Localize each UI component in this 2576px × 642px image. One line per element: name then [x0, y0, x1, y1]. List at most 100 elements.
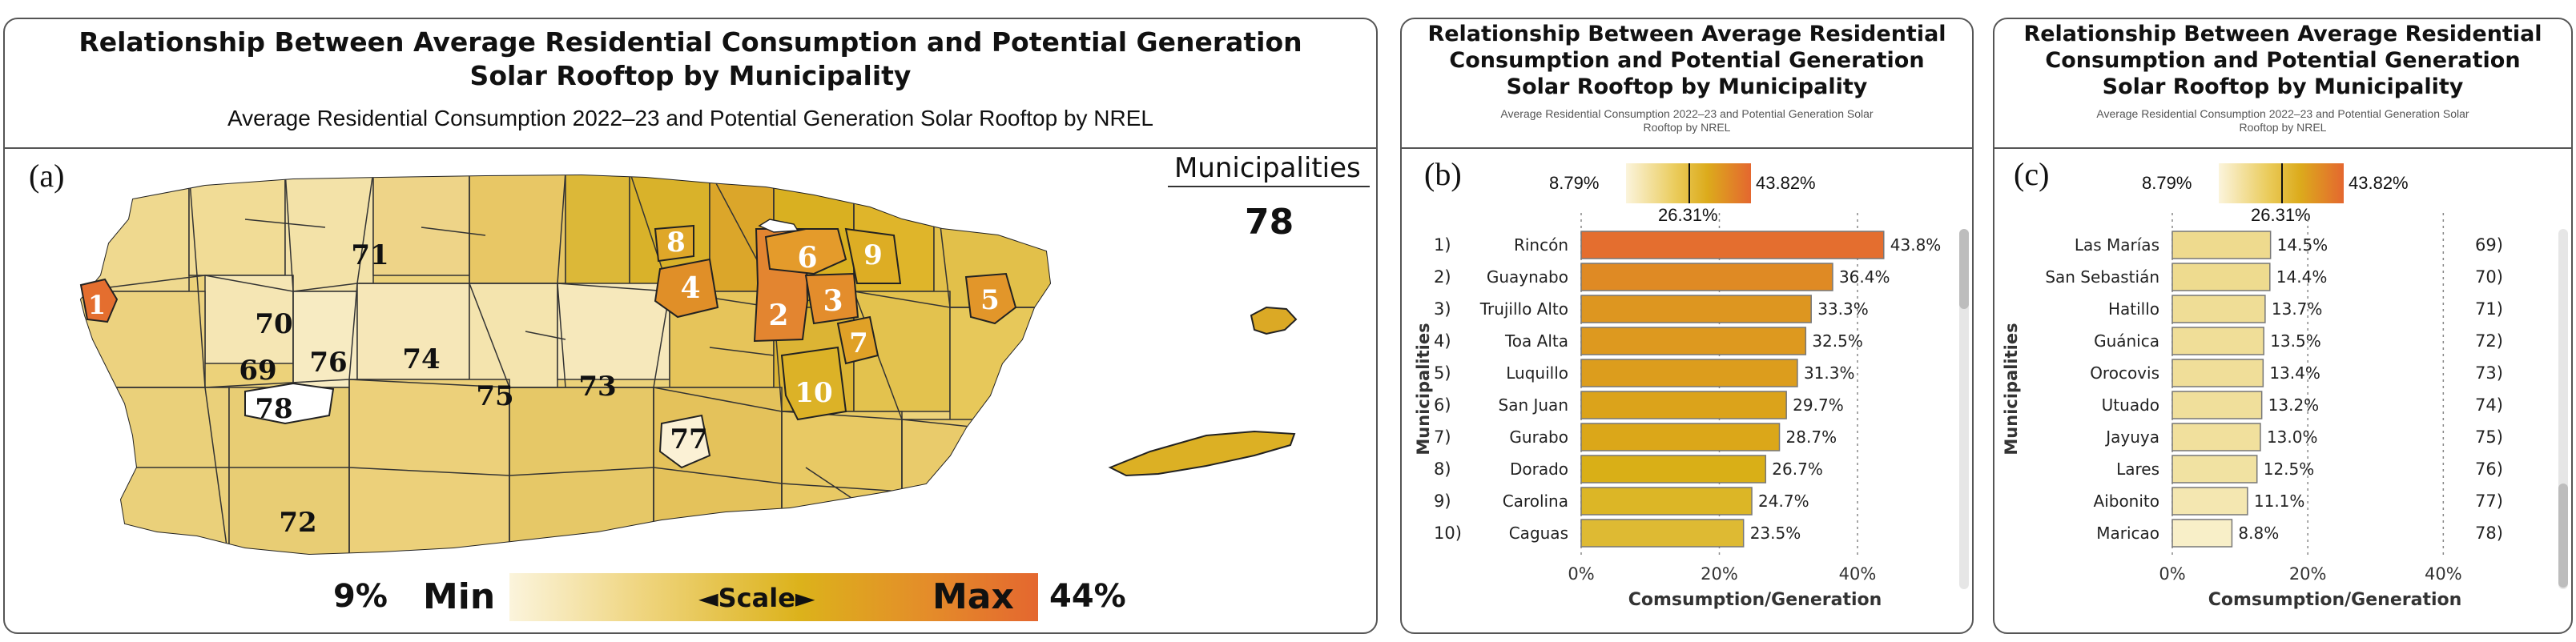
bar	[1580, 391, 1787, 419]
gradient-min: 8.79%	[1549, 173, 1600, 193]
bar	[1580, 327, 1807, 355]
map-rank-label: 8	[666, 227, 686, 259]
top10-header-divider	[1402, 147, 1972, 149]
x-tick-label: 40%	[2425, 564, 2462, 584]
bar	[1580, 295, 1812, 323]
bar-value-label: 11.1%	[2254, 492, 2305, 511]
san-juan-bay	[758, 219, 799, 233]
category-label: Guánica	[2094, 331, 2159, 351]
category-label: Caguas	[1509, 524, 1568, 543]
bar	[2171, 327, 2264, 355]
gradient-legend: 8.79% 43.82% 26.31%	[2139, 149, 2475, 229]
x-axis-title: Comsumption/Generation	[1628, 590, 1882, 610]
gradient-legend: 8.79% 43.82% 26.31%	[1546, 149, 1882, 229]
bar	[2171, 231, 2272, 259]
bar-value-label: 13.2%	[2268, 395, 2320, 415]
bar-value-label: 28.7%	[1786, 427, 1837, 447]
rank-label: 71)	[2475, 299, 2503, 319]
rank-label: 74)	[2475, 395, 2503, 415]
bar	[2171, 423, 2261, 451]
muni-region	[372, 175, 470, 276]
bar-value-label: 32.5%	[1812, 331, 1863, 351]
scrollbar-track[interactable]	[1959, 229, 1969, 589]
bottom10-panel: Relationship Between Average Residential…	[1993, 18, 2573, 634]
vieques-island	[1108, 430, 1296, 477]
bar-value-label: 33.3%	[1817, 299, 1869, 319]
muni-maricao	[244, 382, 335, 425]
scale-max-pct: 44%	[1049, 578, 1126, 615]
rank-label: 1)	[1434, 235, 1451, 255]
category-label: Luquillo	[1506, 363, 1568, 383]
rank-label: 75)	[2475, 427, 2503, 447]
bar	[1580, 359, 1798, 387]
bar-value-label: 43.8%	[1890, 235, 1942, 255]
gradient-mid-marker	[2281, 163, 2283, 203]
category-label: Carolina	[1503, 492, 1568, 511]
category-label: San Juan	[1499, 395, 1569, 415]
rank-label: 77)	[2475, 492, 2503, 511]
y-axis-title: Municipalities	[1414, 323, 1433, 455]
rank-label: 9)	[1434, 492, 1451, 511]
scale-label: ◄Scale►	[698, 583, 815, 613]
scrollbar-thumb[interactable]	[2558, 484, 2568, 588]
muni-region	[469, 175, 566, 284]
map-rank-label: 10	[795, 377, 832, 409]
map-rank-label: 3	[823, 284, 843, 318]
muni-region	[565, 175, 630, 292]
map-panel: Relationship Between Average Residential…	[3, 18, 1378, 634]
category-label: Orocovis	[2090, 363, 2159, 383]
category-label: Maricao	[2096, 524, 2159, 543]
muni-region	[81, 175, 190, 292]
muni-trujillo-alto	[804, 272, 859, 325]
bar-value-label: 13.4%	[2269, 363, 2320, 383]
rank-label: 78)	[2475, 524, 2503, 543]
category-label: Las Marías	[2075, 235, 2159, 255]
scale-min-label: Min	[423, 576, 496, 617]
gradient-max: 43.82%	[1756, 173, 1816, 193]
bottom10-title: Relationship Between Average Residential…	[2023, 22, 2542, 99]
bottom10-subtitle: Average Residential Consumption 2022–23 …	[2096, 107, 2469, 134]
bar-value-label: 14.4%	[2276, 267, 2328, 287]
muni-aibonito	[658, 414, 711, 469]
map-rank-label: 69	[239, 355, 276, 387]
category-label: Trujillo Alto	[1479, 299, 1568, 319]
bar	[2171, 391, 2263, 419]
muni-dorado	[654, 224, 694, 263]
map-rank-label: 75	[476, 380, 513, 412]
kpi-underline	[1168, 186, 1370, 187]
scale-gradient-bar	[509, 573, 1038, 621]
kpi-value: 78	[1245, 202, 1294, 243]
bar-value-label: 8.8%	[2238, 524, 2279, 543]
puerto-rico-map: 1 2 3 4 5 6 7 8 9 10 69 70 71 72 73 74 7…	[79, 174, 1298, 556]
bar	[2171, 295, 2266, 323]
rank-label: 4)	[1434, 331, 1451, 351]
gradient-mid: 26.31%	[2251, 205, 2311, 225]
bar-value-label: 13.5%	[2270, 331, 2321, 351]
scale-max-label: Max	[932, 576, 1014, 617]
scrollbar-thumb[interactable]	[1959, 229, 1969, 309]
map-rank-label: 5	[980, 284, 1000, 316]
map-rank-label: 4	[680, 271, 700, 305]
map-rank-label: 71	[351, 239, 388, 271]
map-rank-label: 2	[768, 299, 788, 332]
x-tick-label: 0%	[2159, 564, 2185, 584]
scale-min-pct: 9%	[333, 578, 388, 615]
gradient-mid: 26.31%	[1658, 205, 1718, 225]
muni-toa-alta	[654, 258, 719, 319]
map-rank-label: 6	[797, 241, 817, 275]
panel-label-c: (c)	[2014, 156, 2050, 192]
gradient-mid-marker	[1688, 163, 1690, 203]
bar-value-label: 23.5%	[1750, 524, 1801, 543]
map-rank-label: 73	[578, 371, 616, 403]
category-label: Lares	[2116, 459, 2159, 479]
rank-label: 73)	[2475, 363, 2503, 383]
scale-legend: 9% Min ◄Scale► Max	[333, 573, 1038, 621]
muni-region	[188, 175, 286, 276]
rank-label: 10)	[1434, 524, 1462, 543]
muni-region	[949, 307, 1050, 436]
category-label: Utuado	[2102, 395, 2159, 415]
category-label: Dorado	[1510, 459, 1568, 479]
gradient-max: 43.82%	[2349, 173, 2409, 193]
bar	[1580, 519, 1745, 548]
bar	[2171, 263, 2271, 291]
